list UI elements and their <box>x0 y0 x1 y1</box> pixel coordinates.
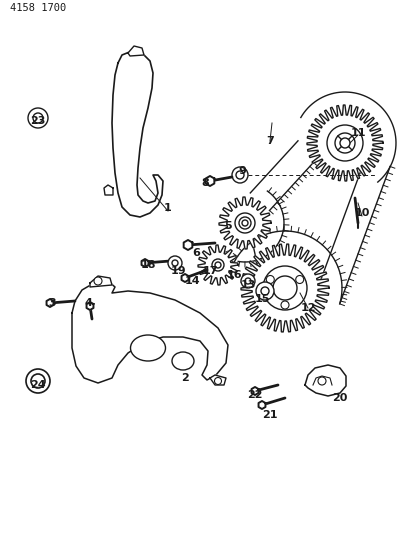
Circle shape <box>281 301 289 309</box>
Circle shape <box>242 220 248 226</box>
Polygon shape <box>307 105 383 181</box>
Text: 17: 17 <box>202 266 218 276</box>
Text: 3: 3 <box>48 298 56 308</box>
Polygon shape <box>104 185 113 195</box>
Polygon shape <box>228 246 258 272</box>
Text: 6: 6 <box>192 248 200 258</box>
Circle shape <box>212 259 224 271</box>
Circle shape <box>172 260 178 266</box>
Polygon shape <box>128 46 144 56</box>
Polygon shape <box>251 141 317 211</box>
Circle shape <box>261 287 269 295</box>
Polygon shape <box>238 191 284 262</box>
Circle shape <box>245 278 251 284</box>
Polygon shape <box>206 176 214 186</box>
Text: 22: 22 <box>247 390 263 400</box>
Polygon shape <box>241 244 329 332</box>
Polygon shape <box>72 281 228 383</box>
Circle shape <box>296 276 304 284</box>
Polygon shape <box>112 51 163 217</box>
Polygon shape <box>210 375 226 385</box>
Text: 1: 1 <box>164 203 172 213</box>
Circle shape <box>340 138 350 148</box>
Circle shape <box>263 266 307 310</box>
Circle shape <box>28 108 48 128</box>
Text: 23: 23 <box>30 116 46 126</box>
Circle shape <box>236 171 244 179</box>
Circle shape <box>235 213 255 233</box>
Text: 8: 8 <box>201 178 209 188</box>
Circle shape <box>327 125 363 161</box>
Text: 18: 18 <box>140 260 156 270</box>
Text: 21: 21 <box>262 410 278 420</box>
Circle shape <box>215 262 221 268</box>
Polygon shape <box>219 197 271 249</box>
Circle shape <box>318 377 326 385</box>
Text: 20: 20 <box>332 393 348 403</box>
Polygon shape <box>47 299 53 307</box>
Polygon shape <box>182 274 188 282</box>
Ellipse shape <box>131 335 166 361</box>
Circle shape <box>168 256 182 270</box>
Polygon shape <box>233 231 342 303</box>
Text: 9: 9 <box>238 166 246 176</box>
Circle shape <box>335 133 355 153</box>
Text: 2: 2 <box>181 373 189 383</box>
Text: 4: 4 <box>84 298 92 308</box>
Text: 13: 13 <box>240 280 256 290</box>
Circle shape <box>31 374 45 388</box>
Polygon shape <box>198 245 238 285</box>
Polygon shape <box>301 92 396 182</box>
Circle shape <box>241 274 255 288</box>
Ellipse shape <box>172 352 194 370</box>
Polygon shape <box>252 387 258 395</box>
Circle shape <box>94 277 102 285</box>
Text: 19: 19 <box>170 266 186 276</box>
Polygon shape <box>142 259 149 267</box>
Polygon shape <box>86 302 93 310</box>
Polygon shape <box>184 240 192 250</box>
Polygon shape <box>90 276 112 287</box>
Circle shape <box>266 276 274 284</box>
Text: 11: 11 <box>350 128 366 138</box>
Circle shape <box>239 217 251 229</box>
Circle shape <box>232 167 248 183</box>
Text: 10: 10 <box>354 208 370 218</box>
Circle shape <box>33 113 43 123</box>
Circle shape <box>215 377 222 384</box>
Text: 24: 24 <box>30 380 46 390</box>
Text: 7: 7 <box>266 136 274 146</box>
Circle shape <box>26 369 50 393</box>
Circle shape <box>273 276 297 300</box>
Text: 4158 1700: 4158 1700 <box>10 3 66 13</box>
Text: 5: 5 <box>224 221 232 231</box>
Polygon shape <box>313 376 332 385</box>
Polygon shape <box>315 158 390 304</box>
Text: 16: 16 <box>227 270 243 280</box>
Circle shape <box>256 282 274 300</box>
Text: 12: 12 <box>300 303 316 313</box>
Polygon shape <box>259 401 266 409</box>
Polygon shape <box>305 365 346 396</box>
Text: 15: 15 <box>254 294 270 304</box>
Text: 14: 14 <box>184 276 200 286</box>
